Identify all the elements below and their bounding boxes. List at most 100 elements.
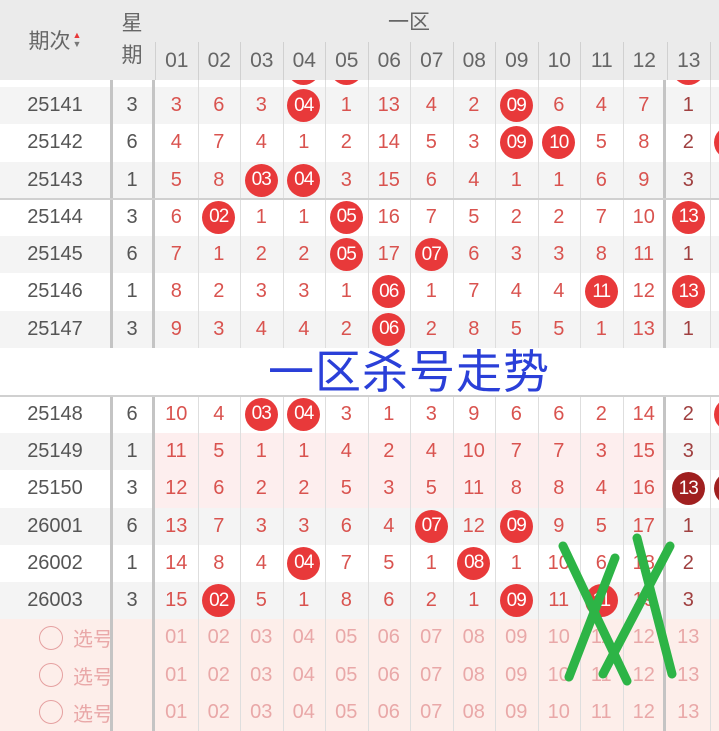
select-number[interactable]: 12 (632, 700, 655, 723)
divider (197, 395, 199, 731)
select-toggle[interactable]: 选号 (0, 657, 152, 694)
divider (152, 80, 155, 348)
table-row[interactable]: 25146 1 8 2 3 3 1 06 1 7 4 4 11 12 13 (0, 273, 719, 311)
select-number[interactable]: 07 (420, 663, 443, 686)
select-number[interactable]: 04 (292, 700, 315, 723)
miss-count: 1 (425, 280, 437, 303)
miss-count: 1 (298, 131, 310, 154)
divider (282, 395, 284, 731)
divider (325, 395, 326, 731)
period-cell: 25146 (27, 280, 83, 303)
number-header: 01 (155, 42, 198, 80)
number-header: 02 (197, 42, 241, 80)
select-number[interactable]: 05 (335, 700, 358, 723)
miss-count: 6 (595, 168, 607, 191)
section-divider (0, 197, 719, 200)
select-number[interactable]: 08 (462, 663, 485, 686)
select-number[interactable]: 03 (250, 626, 273, 649)
select-number[interactable]: 07 (420, 626, 443, 649)
miss-count: 1 (682, 243, 694, 266)
select-number[interactable]: 06 (377, 700, 400, 723)
select-number[interactable]: 06 (377, 626, 400, 649)
select-number[interactable]: 13 (677, 663, 700, 686)
divider (452, 80, 454, 348)
select-number[interactable]: 04 (292, 626, 315, 649)
table-row[interactable]: 25148 6 10 4 03 04 3 1 3 9 6 6 2 14 2 14 (0, 395, 719, 433)
select-number[interactable]: 12 (632, 626, 655, 649)
select-number[interactable]: 12 (632, 663, 655, 686)
select-number[interactable]: 06 (377, 663, 400, 686)
table-row[interactable]: 25144 3 6 02 1 1 05 16 7 5 2 2 7 10 13 (0, 198, 719, 236)
week-cell: 1 (126, 551, 138, 574)
hit-ball: 02 (202, 584, 236, 618)
select-number[interactable]: 01 (165, 700, 188, 723)
table-row[interactable]: 25142 6 4 7 4 1 2 14 5 3 09 10 5 8 2 14 (0, 124, 719, 162)
miss-count: 1 (682, 514, 694, 537)
hit-ball: 07 (414, 238, 448, 272)
select-number[interactable]: 10 (547, 700, 570, 723)
miss-count: 8 (510, 477, 522, 500)
table-row[interactable]: 26001 6 13 7 3 3 6 4 07 12 09 9 5 17 1 (0, 507, 719, 545)
table-row[interactable]: 25141336304113420964711 (0, 87, 719, 125)
table-row[interactable]: 25145 6 7 1 2 2 05 17 07 6 3 3 8 11 1 (0, 236, 719, 274)
week-label: 星期 (121, 12, 143, 67)
select-number[interactable]: 02 (207, 700, 230, 723)
select-number[interactable]: 03 (250, 700, 273, 723)
period-header[interactable]: 期次 ▲ ▼ (0, 0, 110, 80)
miss-count: 12 (165, 477, 188, 500)
miss-count: 6 (510, 402, 522, 425)
divider (580, 80, 581, 348)
cross-mark-stroke (632, 533, 677, 679)
select-number[interactable]: 13 (677, 700, 700, 723)
select-number[interactable]: 01 (165, 663, 188, 686)
miss-count: 4 (595, 477, 607, 500)
select-toggle[interactable]: 选号 (0, 694, 152, 731)
select-number[interactable]: 09 (505, 663, 528, 686)
select-number[interactable]: 10 (547, 626, 570, 649)
select-number[interactable]: 08 (462, 626, 485, 649)
radio-icon[interactable] (39, 663, 63, 688)
week-cell: 3 (126, 205, 138, 228)
select-number[interactable]: 07 (420, 700, 443, 723)
miss-count: 8 (468, 317, 480, 340)
select-number[interactable]: 09 (505, 700, 528, 723)
select-number[interactable]: 05 (335, 663, 358, 686)
miss-count: 1 (595, 317, 607, 340)
radio-icon[interactable] (39, 700, 63, 725)
table-row[interactable]: 25143 1 5 8 03 04 3 15 6 4 1 1 6 9 3 (0, 161, 719, 199)
select-number[interactable]: 11 (590, 700, 612, 723)
divider (663, 80, 666, 348)
miss-count: 4 (213, 402, 225, 425)
number-header: 12 (622, 42, 666, 80)
select-number[interactable]: 08 (462, 700, 485, 723)
select-number[interactable]: 04 (292, 663, 315, 686)
miss-count: 13 (377, 94, 400, 117)
select-number[interactable]: 10 (547, 663, 570, 686)
miss-count: 3 (170, 94, 182, 117)
table-row[interactable]: 26002 1 14 8 4 04 7 5 1 08 1 10 6 18 2 (0, 544, 719, 582)
select-number[interactable]: 02 (207, 663, 230, 686)
select-toggle[interactable]: 选号 (0, 619, 152, 656)
hit-ball: 09 (499, 509, 533, 543)
select-number[interactable]: 02 (207, 626, 230, 649)
miss-count: 11 (633, 243, 655, 266)
week-cell: 6 (126, 131, 138, 154)
miss-count: 2 (425, 317, 437, 340)
miss-count: 1 (682, 317, 694, 340)
miss-count: 1 (255, 205, 267, 228)
select-number[interactable]: 13 (677, 626, 700, 649)
radio-icon[interactable] (39, 625, 63, 650)
hit-ball: 07 (414, 509, 448, 543)
section-divider (0, 394, 719, 397)
select-number[interactable]: 01 (165, 626, 188, 649)
number-header: 14 (709, 42, 719, 80)
miss-count: 4 (425, 94, 437, 117)
number-header: 03 (240, 42, 283, 80)
miss-count: 7 (213, 514, 225, 537)
select-number[interactable]: 09 (505, 626, 528, 649)
miss-count: 1 (340, 94, 352, 117)
select-number[interactable]: 05 (335, 626, 358, 649)
select-number[interactable]: 03 (250, 663, 273, 686)
table-row[interactable]: 25147 3 9 3 4 4 2 06 2 8 5 5 1 13 1 (0, 310, 719, 348)
miss-count: 10 (462, 440, 485, 463)
